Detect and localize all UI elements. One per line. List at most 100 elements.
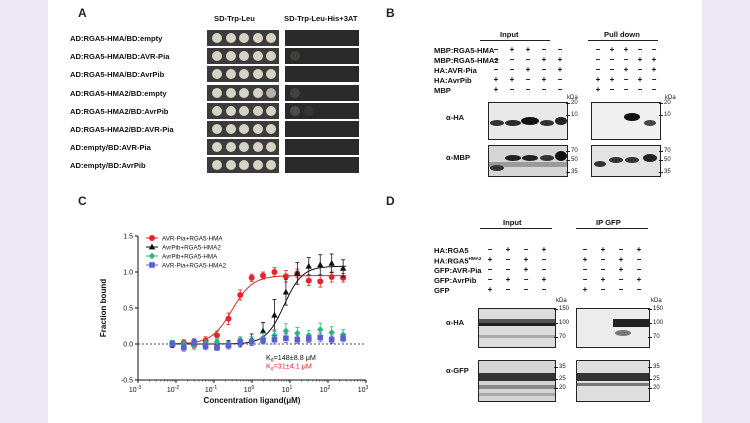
panel-a-plate-his-3at (285, 157, 359, 174)
data-point (259, 327, 267, 334)
x-tick-label: 103 (358, 385, 369, 394)
x-tick-exponent: 2 (328, 385, 331, 391)
panel-b-sign: − (525, 85, 531, 94)
panel-b-marker: 35 (571, 169, 578, 175)
yeast-spot (266, 51, 277, 62)
legend-label: AvrPib+RGA5-HMA2 (162, 245, 221, 252)
panel-d-marker: 70 (559, 334, 566, 340)
data-point (148, 243, 156, 250)
panel-d-sign: + (618, 265, 624, 274)
panel-b-marker-tick (659, 103, 663, 104)
panel-b-sign: − (541, 45, 547, 54)
panel-a-plate-trp-leu (207, 157, 279, 174)
panel-a-row-label: AD:RGA5-HMA2/BD:AvrPib (70, 106, 169, 116)
panel-c-letter: C (78, 194, 87, 208)
yeast-spot (317, 106, 327, 116)
panel-d-marker-tick (648, 337, 652, 338)
panel-b-sign: − (525, 75, 531, 84)
panel-d-marker: 100 (559, 320, 570, 326)
panel-b-marker: 70 (571, 148, 578, 154)
yeast-spot (212, 142, 222, 153)
yeast-spot (317, 160, 327, 170)
panel-b-marker-tick (566, 172, 570, 173)
yeast-spot (212, 51, 222, 62)
panel-b-marker-tick (566, 151, 570, 152)
panel-b-input-ha-blot (488, 102, 568, 140)
panel-d-sign: − (523, 245, 529, 254)
panel-d-ip-gfp-bands (577, 373, 649, 386)
panel-d-ip-gfp-blot (576, 360, 650, 402)
fit-curve (172, 265, 347, 345)
panel-d-marker-tick (554, 367, 558, 368)
data-point (248, 339, 255, 345)
x-tick-label: 10-3 (129, 385, 141, 394)
panel-b-pulldown-ha-bands (624, 113, 656, 126)
panel-b-pulldown-line (588, 40, 658, 41)
panel-b-sign: − (651, 45, 657, 54)
data-point (282, 273, 289, 280)
data-point (294, 329, 301, 337)
data-point (294, 336, 301, 343)
panel-d-marker-tick (648, 323, 652, 324)
panel-b-sign: − (609, 55, 615, 64)
data-point (317, 278, 324, 285)
panel-b-input-header: Input (500, 30, 519, 39)
yeast-spot (225, 51, 236, 62)
panel-b-sign: − (637, 85, 643, 94)
panel-d-ipgfp-header: IP GFP (596, 218, 621, 227)
data-point (202, 343, 209, 349)
panel-b-row-label: MBP:RGA5-HMA (434, 46, 495, 55)
panel-b-sign: − (493, 55, 499, 64)
panel-b-row-label: HA:AvrPib (434, 76, 472, 85)
yeast-spot (239, 33, 250, 43)
panel-a-letter: A (78, 6, 87, 20)
panel-b-sign: − (557, 75, 563, 84)
panel-a-plate-trp-leu (207, 102, 279, 119)
panel-b-sign: − (509, 65, 515, 74)
panel-b-sign: − (557, 45, 563, 54)
yeast-spot (304, 160, 314, 170)
panel-d-sign: − (541, 255, 547, 264)
yeast-spot (239, 87, 250, 98)
panel-a-plate-trp-leu (207, 30, 279, 46)
panel-d-marker-tick (554, 309, 558, 310)
x-tick-exponent: 1 (290, 385, 293, 391)
yeast-spot (252, 87, 263, 98)
data-point (271, 336, 278, 343)
yeast-spot (317, 124, 327, 134)
panel-b-marker: 20 (571, 100, 578, 106)
panel-b-sign: + (623, 45, 629, 54)
panel-a-plate-his-3at (285, 84, 359, 101)
data-point (225, 315, 232, 322)
panel-d-ipgfp-line (576, 228, 648, 229)
x-tick-exponent: 0 (252, 385, 255, 391)
yeast-spot (304, 69, 314, 79)
panel-b-marker: 35 (664, 169, 671, 175)
data-point (214, 332, 221, 339)
panel-b-sign: − (609, 65, 615, 74)
data-point (328, 259, 335, 266)
panel-d-row-label: GFP:AVR-Pia (434, 266, 482, 275)
panel-b-marker-tick (659, 160, 663, 161)
panel-b-marker: 50 (664, 157, 671, 163)
data-point (317, 326, 324, 333)
data-point (225, 342, 232, 349)
panel-b-sign: + (623, 65, 629, 74)
yeast-spot (252, 160, 263, 171)
panel-b-marker: 10 (571, 112, 578, 118)
yeast-spot (344, 88, 354, 98)
data-point (305, 262, 312, 269)
yeast-spot (239, 51, 250, 62)
panel-b-marker: 50 (571, 157, 578, 163)
yeast-spot (225, 124, 236, 134)
x-tick-exponent: -2 (175, 385, 180, 391)
panel-a-plate-his-3at (285, 48, 359, 65)
data-point (214, 344, 220, 351)
panel-d-input-gfp-bands (479, 373, 555, 396)
yeast-spot (225, 69, 236, 80)
panel-d-sign: − (618, 285, 624, 294)
panel-b-input-mbp-bands (489, 151, 567, 171)
y-tick-label: -0.5 (121, 378, 133, 385)
yeast-spot (304, 33, 314, 43)
panel-d-sign: − (487, 245, 493, 254)
